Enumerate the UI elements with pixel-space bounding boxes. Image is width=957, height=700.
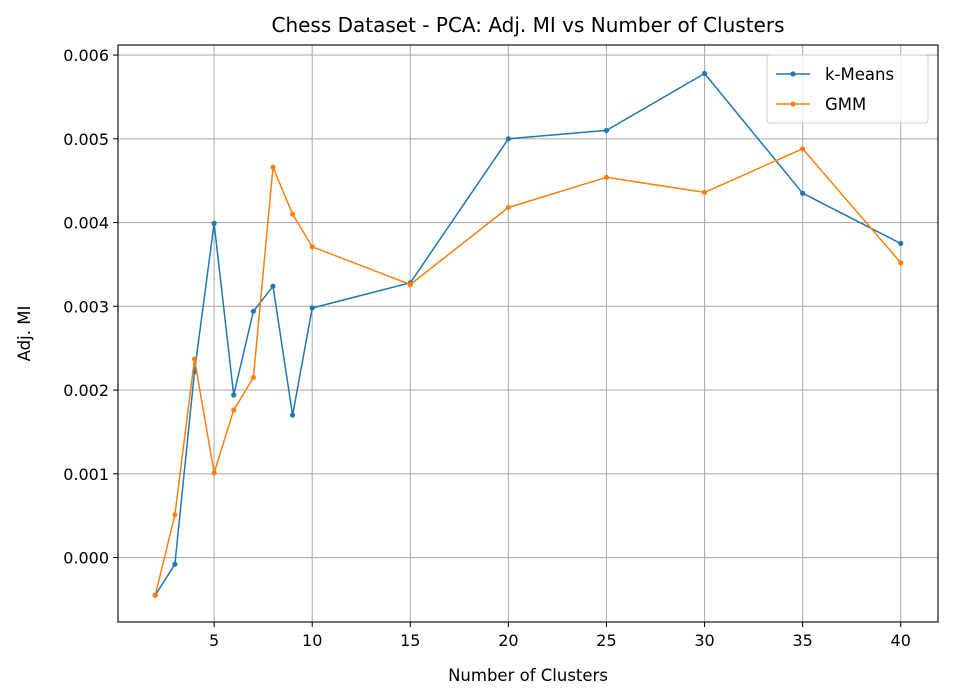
x-tick-label: 10 bbox=[302, 631, 322, 650]
legend-label-k-means: k-Means bbox=[825, 65, 894, 84]
x-tick-label: 5 bbox=[209, 631, 219, 650]
y-tick-label: 0.000 bbox=[63, 549, 109, 568]
data-point-gmm bbox=[407, 281, 413, 288]
legend-marker-k-means bbox=[790, 71, 796, 77]
data-point-k-means bbox=[800, 190, 806, 196]
y-tick-label: 0.003 bbox=[63, 297, 109, 316]
data-point-k-means bbox=[309, 305, 315, 311]
data-point-gmm bbox=[505, 204, 511, 211]
series-layer bbox=[152, 70, 904, 598]
data-point-k-means bbox=[701, 70, 708, 77]
y-tick-label: 0.005 bbox=[63, 130, 109, 149]
data-point-gmm bbox=[172, 512, 178, 518]
data-point-k-means bbox=[172, 561, 178, 567]
ticks: 5 10 15 20 25 30 35 40 0.000 0.001 0.002 0.003 0.004… bbox=[63, 46, 911, 650]
y-tick-label: 0.004 bbox=[63, 214, 109, 233]
data-point-k-means bbox=[289, 412, 296, 418]
data-point-gmm bbox=[289, 211, 296, 217]
x-axis-label: Number of Clusters bbox=[448, 666, 608, 685]
data-point-k-means bbox=[211, 220, 217, 226]
data-point-gmm bbox=[898, 260, 904, 266]
y-tick-label: 0.002 bbox=[63, 381, 109, 400]
y-axis-label: Adj. MI bbox=[15, 306, 34, 362]
legend-label-gmm: GMM bbox=[825, 95, 866, 114]
data-point-k-means bbox=[250, 308, 256, 314]
data-point-k-means bbox=[898, 240, 904, 247]
chart-title: Chess Dataset - PCA: Adj. MI vs Number o… bbox=[271, 13, 784, 37]
legend: k-Means GMM bbox=[766, 54, 929, 124]
data-point-k-means bbox=[603, 127, 610, 134]
data-point-gmm bbox=[231, 407, 237, 413]
plot-frame bbox=[117, 44, 939, 623]
y-tick-label: 0.001 bbox=[63, 465, 109, 484]
x-tick-label: 20 bbox=[498, 631, 518, 650]
data-point-gmm bbox=[250, 374, 256, 381]
y-tick-label: 0.006 bbox=[63, 46, 109, 65]
data-point-gmm bbox=[152, 592, 158, 598]
legend-marker-gmm bbox=[790, 101, 796, 107]
data-point-gmm bbox=[211, 470, 217, 476]
data-point-k-means bbox=[505, 136, 511, 142]
data-point-gmm bbox=[701, 189, 708, 195]
x-tick-label: 30 bbox=[694, 631, 714, 650]
legend-box bbox=[766, 54, 929, 124]
x-tick-label: 35 bbox=[792, 631, 812, 650]
data-point-gmm bbox=[270, 164, 276, 170]
data-point-gmm bbox=[800, 146, 806, 152]
data-point-gmm bbox=[191, 356, 198, 362]
data-point-gmm bbox=[603, 174, 610, 180]
x-tick-label: 25 bbox=[596, 631, 616, 650]
x-tick-label: 40 bbox=[891, 631, 911, 650]
data-point-gmm bbox=[309, 244, 315, 250]
data-point-k-means bbox=[231, 392, 237, 398]
grid bbox=[118, 45, 938, 622]
data-point-k-means bbox=[270, 283, 276, 289]
x-tick-label: 15 bbox=[400, 631, 420, 650]
